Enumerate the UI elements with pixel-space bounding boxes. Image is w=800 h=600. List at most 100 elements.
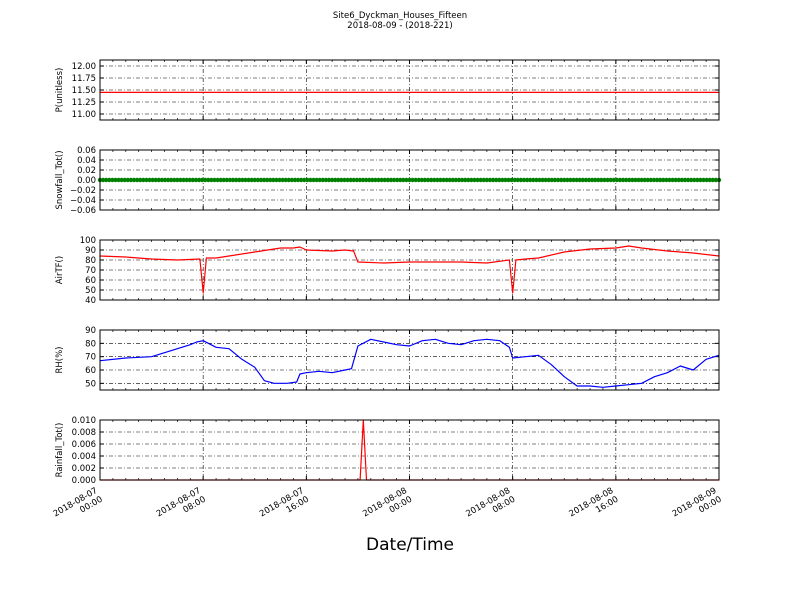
data-point xyxy=(134,177,140,183)
data-point xyxy=(642,177,647,183)
y-tick-label: 0.006 xyxy=(72,440,96,450)
y-axis-label: Rainfall_Tot() xyxy=(55,423,65,478)
data-point xyxy=(100,177,106,183)
data-point xyxy=(428,177,434,183)
y-tick-label: 70 xyxy=(85,266,96,276)
data-point xyxy=(240,177,245,183)
data-point xyxy=(261,177,267,183)
data-point xyxy=(168,177,174,183)
data-point xyxy=(295,177,301,183)
y-tick-label: 11.25 xyxy=(72,98,96,108)
data-point xyxy=(317,177,322,183)
data-point xyxy=(283,177,288,183)
data-point xyxy=(500,177,505,183)
data-point xyxy=(181,177,186,183)
data-point xyxy=(456,177,462,183)
y-tick-label: 0.008 xyxy=(72,428,96,438)
data-point xyxy=(472,177,477,183)
data-point xyxy=(549,177,555,183)
data-point xyxy=(391,177,397,183)
data-point xyxy=(651,177,657,183)
data-point xyxy=(339,177,344,183)
data-point xyxy=(363,177,369,183)
data-point xyxy=(345,177,350,183)
data-point xyxy=(670,177,675,183)
data-point xyxy=(379,177,384,183)
data-point xyxy=(577,177,582,183)
data-point xyxy=(685,177,691,183)
y-tick-label: 0.00 xyxy=(77,176,96,186)
data-point xyxy=(311,177,316,183)
data-point xyxy=(286,177,291,183)
y-tick-label: 11.75 xyxy=(72,74,96,84)
data-point xyxy=(162,177,168,183)
data-point xyxy=(537,177,542,183)
y-tick-label: 90 xyxy=(85,246,96,256)
x-tick-label: 2018-08-0700:00 xyxy=(52,486,105,528)
data-point xyxy=(447,177,452,183)
data-point xyxy=(490,177,496,183)
data-point xyxy=(258,177,264,183)
x-tick-label: 2018-08-0900:00 xyxy=(671,486,724,528)
data-point xyxy=(342,177,347,183)
data-point xyxy=(107,177,112,183)
data-point xyxy=(562,177,567,183)
data-point xyxy=(203,177,208,183)
y-tick-label: 0.02 xyxy=(77,166,96,176)
data-point xyxy=(661,177,666,183)
data-point xyxy=(636,177,641,183)
data-point xyxy=(413,177,418,183)
data-point xyxy=(209,177,214,183)
data-point xyxy=(596,177,601,183)
data-point xyxy=(657,177,663,183)
axes-frame xyxy=(99,149,720,211)
data-point xyxy=(531,177,536,183)
data-point xyxy=(147,177,152,183)
data-point xyxy=(614,177,620,183)
data-point xyxy=(298,177,304,183)
data-point xyxy=(664,177,669,183)
data-point xyxy=(497,177,502,183)
data-point xyxy=(463,177,468,183)
figure-subtitle: 2018-08-09 - (2018-221) xyxy=(347,21,453,31)
axes-frame xyxy=(99,239,720,301)
data-point xyxy=(113,177,118,183)
data-point xyxy=(227,177,233,183)
data-point xyxy=(558,177,564,183)
data-point xyxy=(695,177,700,183)
data-point xyxy=(246,177,251,183)
x-tick-label: 2018-08-0808:00 xyxy=(464,486,517,528)
data-point xyxy=(122,177,127,183)
data-point xyxy=(555,177,561,183)
axes-frame xyxy=(99,59,720,121)
data-point xyxy=(165,177,171,183)
data-point xyxy=(648,177,654,183)
data-point xyxy=(568,177,573,183)
y-axis-label: RH(%) xyxy=(55,346,65,373)
data-point xyxy=(249,177,254,183)
data-point xyxy=(218,177,223,183)
data-point xyxy=(466,177,471,183)
data-point xyxy=(125,177,131,183)
data-point xyxy=(571,177,576,183)
data-point xyxy=(329,177,335,183)
data-point xyxy=(459,177,465,183)
data-point xyxy=(654,177,660,183)
y-tick-label: 0.010 xyxy=(72,416,96,426)
data-point xyxy=(159,177,165,183)
data-point xyxy=(435,177,440,183)
data-point xyxy=(175,177,180,183)
data-point xyxy=(268,177,273,183)
data-point xyxy=(370,177,375,183)
subplot-1: 11.00 11.25 11.50 11.75 12.00 P(unitless) xyxy=(55,59,720,121)
data-point xyxy=(255,177,261,183)
data-point xyxy=(493,177,499,183)
data-point xyxy=(515,177,521,183)
subplot-4: 50 60 70 80 90 RH(%) xyxy=(55,326,720,391)
data-point xyxy=(357,177,363,183)
y-tick-label: 60 xyxy=(85,366,96,376)
data-point xyxy=(388,177,394,183)
data-point xyxy=(692,177,697,183)
data-point xyxy=(172,177,177,183)
